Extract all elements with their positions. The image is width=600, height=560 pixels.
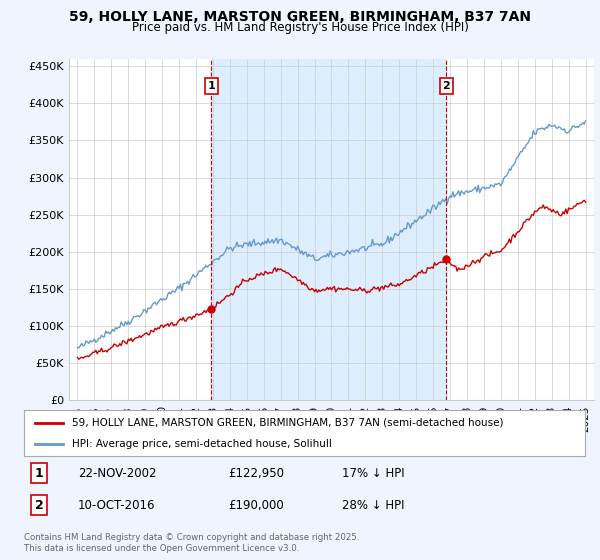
Text: 28% ↓ HPI: 28% ↓ HPI — [342, 498, 404, 512]
Text: £190,000: £190,000 — [228, 498, 284, 512]
Text: 22-NOV-2002: 22-NOV-2002 — [78, 466, 157, 480]
Text: 17% ↓ HPI: 17% ↓ HPI — [342, 466, 404, 480]
Text: 2: 2 — [442, 81, 450, 91]
Text: 1: 1 — [208, 81, 215, 91]
Text: 59, HOLLY LANE, MARSTON GREEN, BIRMINGHAM, B37 7AN: 59, HOLLY LANE, MARSTON GREEN, BIRMINGHA… — [69, 10, 531, 24]
Text: HPI: Average price, semi-detached house, Solihull: HPI: Average price, semi-detached house,… — [71, 439, 332, 449]
Text: Contains HM Land Registry data © Crown copyright and database right 2025.
This d: Contains HM Land Registry data © Crown c… — [24, 533, 359, 553]
Text: 1: 1 — [35, 466, 43, 480]
Text: 59, HOLLY LANE, MARSTON GREEN, BIRMINGHAM, B37 7AN (semi-detached house): 59, HOLLY LANE, MARSTON GREEN, BIRMINGHA… — [71, 418, 503, 428]
Text: Price paid vs. HM Land Registry's House Price Index (HPI): Price paid vs. HM Land Registry's House … — [131, 21, 469, 34]
Bar — [211, 59, 446, 400]
Text: £122,950: £122,950 — [228, 466, 284, 480]
Text: 10-OCT-2016: 10-OCT-2016 — [78, 498, 155, 512]
Text: 2: 2 — [35, 498, 43, 512]
